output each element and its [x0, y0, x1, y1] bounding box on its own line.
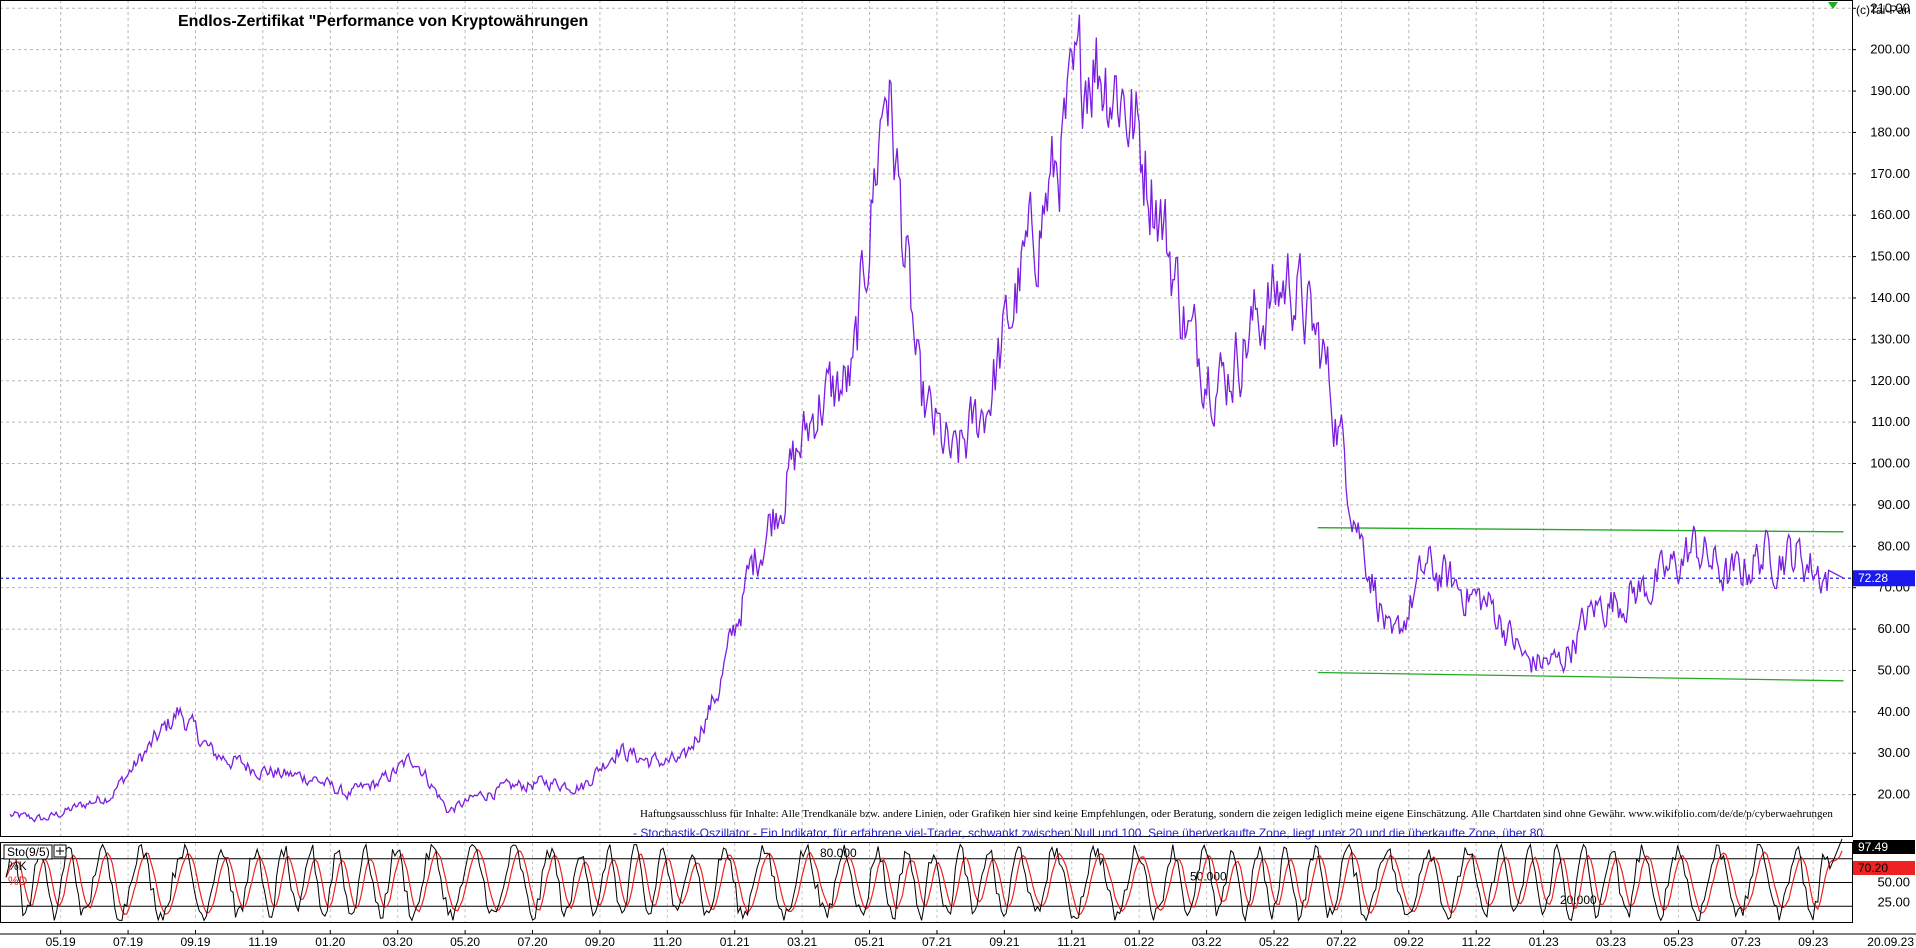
x-tick-label: 11.20	[653, 935, 682, 948]
last-value-label: 72.28	[1858, 571, 1888, 585]
x-tick-label: 01.21	[720, 935, 750, 948]
y-tick-label: 170.00	[1870, 166, 1910, 181]
osc-level-label: 80.000	[820, 846, 857, 860]
x-tick-label: 03.23	[1596, 935, 1626, 948]
x-tick-label: 05.21	[855, 935, 885, 948]
stoch-k-line	[5, 838, 1843, 923]
oscillator-name-box[interactable]	[3, 844, 53, 860]
price-series-line	[9, 14, 1844, 823]
y-tick-label: 150.00	[1870, 249, 1910, 264]
x-tick-label: 03.20	[383, 935, 413, 948]
trend-channel	[1317, 527, 1844, 682]
y-tick-label: 40.00	[1877, 704, 1910, 719]
d-value-badge: 70.20	[1853, 861, 1915, 875]
osc-level-label: 50.000	[1190, 870, 1227, 884]
chart-title: Endlos-Zertifikat "Performance von Krypt…	[178, 13, 588, 30]
y-tick-label: 90.00	[1877, 497, 1910, 512]
y-tick-label: 30.00	[1877, 745, 1910, 760]
y-tick-label: 200.00	[1870, 42, 1910, 57]
y-tick-label: 50.00	[1877, 662, 1910, 677]
x-tick-label: 09.19	[180, 935, 210, 948]
x-tick-label: 05.23	[1663, 935, 1693, 948]
y-tick-label: 100.00	[1870, 456, 1910, 471]
price-grid	[0, 0, 1852, 836]
x-tick-label: 11.19	[248, 935, 277, 948]
x-tick-label: 03.22	[1192, 935, 1222, 948]
x-tick-label: 09.22	[1394, 935, 1424, 948]
k-value-label: 97.49	[1858, 840, 1888, 854]
x-tick-label: 11.22	[1462, 935, 1491, 948]
x-tick-label: 09.20	[585, 935, 615, 948]
x-tick-label: 07.19	[113, 935, 143, 948]
osc-y-tick-label: 50.00	[1877, 875, 1910, 890]
price-panel: 20.0030.0040.0050.0060.0070.0080.0090.00…	[0, 0, 1915, 840]
y-tick-label: 140.00	[1870, 290, 1910, 305]
trend-line	[1317, 671, 1844, 682]
x-tick-label: 01.23	[1529, 935, 1559, 948]
trend-line	[1317, 527, 1844, 533]
last-value-badge: 72.28	[1853, 570, 1915, 587]
price-y-axis: 20.0030.0040.0050.0060.0070.0080.0090.00…	[1852, 0, 1910, 802]
y-tick-label: 130.00	[1870, 331, 1910, 346]
y-tick-label: 60.00	[1877, 621, 1910, 636]
y-tick-label: 120.00	[1870, 373, 1910, 388]
osc-y-tick-label: 25.00	[1877, 894, 1910, 909]
x-tick-label: 09.21	[989, 935, 1019, 948]
x-tick-label: 07.20	[517, 935, 547, 948]
y-tick-label: 190.00	[1870, 83, 1910, 98]
last-date-label: 20.09.23	[1867, 935, 1914, 948]
k-value-badge: 97.49	[1853, 840, 1915, 854]
y-tick-label: 110.00	[1871, 414, 1910, 429]
price-panel-frame	[0, 0, 1853, 837]
y-tick-label: 20.00	[1877, 787, 1910, 802]
x-tick-label: 07.21	[922, 935, 952, 948]
x-axis: 05.19 07.19 09.19 11.19 01.20 03.20 05.20 07.20…	[0, 930, 1916, 948]
d-value-label: 70.20	[1858, 861, 1888, 875]
x-tick-label: 05.20	[450, 935, 480, 948]
x-tick-label: 05.19	[46, 935, 76, 948]
x-tick-label: 09.23	[1798, 935, 1828, 948]
x-tick-label: 11.21	[1057, 935, 1086, 948]
copyright-label: (c)Tai-Pan	[1856, 3, 1911, 17]
x-tick-label: 05.22	[1259, 935, 1289, 948]
legend-d: %D	[8, 874, 28, 888]
y-tick-label: 180.00	[1870, 124, 1910, 139]
x-tick-label: 03.21	[787, 935, 817, 948]
x-tick-label: 07.22	[1326, 935, 1356, 948]
disclaimer-text: Haftungsausschluss für Inhalte: Alle Tre…	[640, 808, 1833, 820]
x-tick-label: 01.22	[1124, 935, 1154, 948]
oscillator-y-axis: 25.00 50.00	[1877, 875, 1910, 910]
y-tick-label: 160.00	[1870, 207, 1910, 222]
oscillator-name: Sto(9/5)	[7, 845, 50, 859]
oscillator-caption: - Stochastik-Oszillator - Ein Indikator,…	[633, 826, 1546, 840]
x-tick-label: 07.23	[1731, 935, 1761, 948]
x-tick-label: 01.20	[315, 935, 345, 948]
top-arrow-icon	[1828, 2, 1838, 9]
expand-icon[interactable]	[53, 844, 67, 858]
y-tick-label: 210.00	[1870, 0, 1910, 15]
legend-k: %K	[8, 859, 27, 873]
y-tick-label: 80.00	[1877, 538, 1910, 553]
